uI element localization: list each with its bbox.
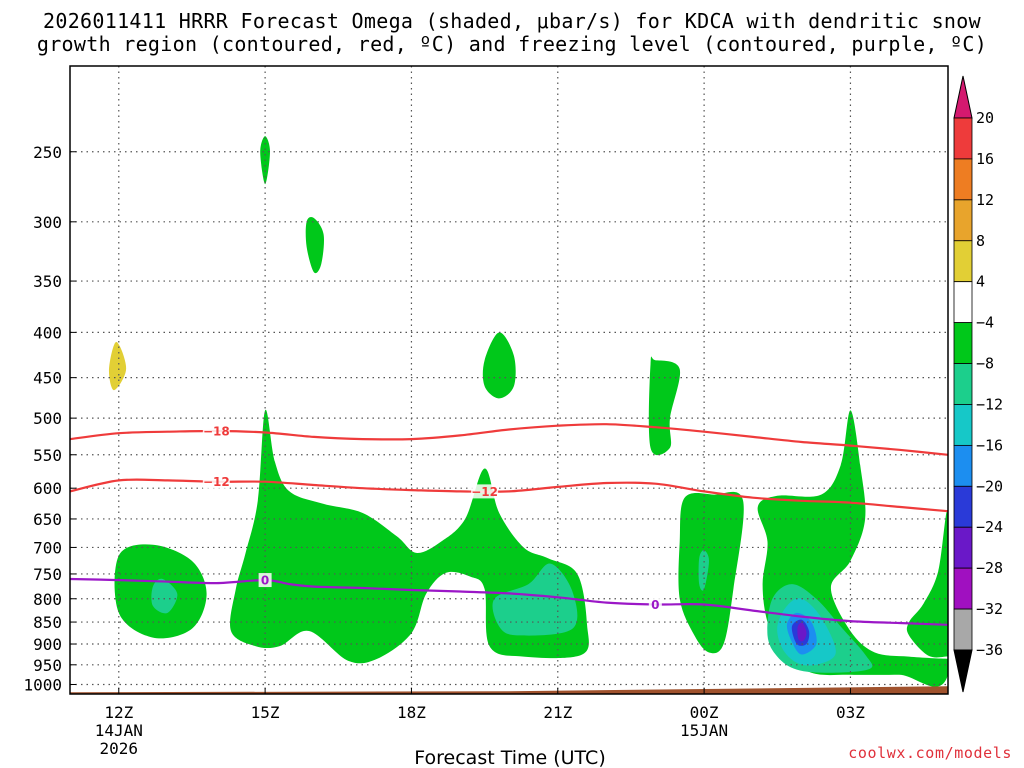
x-tick-label-15Z: 15Z bbox=[251, 703, 280, 722]
x-tick-label-21Z: 21Z bbox=[543, 703, 572, 722]
omega-region-6 bbox=[151, 578, 178, 614]
terrain-ground bbox=[70, 686, 948, 694]
chart-title-line-1: 2026011411 HRRR Forecast Omega (shaded, … bbox=[43, 9, 981, 33]
contour-label-bg bbox=[202, 474, 230, 489]
colorbar-label: −8 bbox=[976, 355, 994, 373]
y-tick-label-900: 900 bbox=[33, 635, 62, 654]
colorbar-band-4 bbox=[953, 240, 973, 283]
contour-label-bg bbox=[202, 423, 230, 438]
y-tick-label-850: 850 bbox=[33, 613, 62, 632]
contour-label: −12 bbox=[471, 485, 498, 499]
contour-lines-layer: −18 −12 −12 0 0 bbox=[70, 423, 948, 626]
x-tick-label-00Z: 00Z bbox=[690, 703, 719, 722]
x-tick-label-03Z: 03Z bbox=[836, 703, 865, 722]
contour-label: −18 bbox=[203, 424, 230, 438]
colorbar-band-8 bbox=[953, 404, 973, 446]
contour-label: 0 bbox=[261, 574, 269, 588]
colorbar-band-13 bbox=[953, 608, 973, 651]
colorbar-label: −36 bbox=[976, 641, 1003, 659]
contour-label-bg bbox=[471, 484, 499, 499]
omega-region-3 bbox=[482, 332, 516, 399]
plot-frame bbox=[69, 65, 949, 695]
y-tick-label-750: 750 bbox=[33, 565, 62, 584]
y-tick-label-450: 450 bbox=[33, 369, 62, 388]
colorbar-label: −16 bbox=[976, 436, 1003, 454]
colorbar-label: 4 bbox=[976, 273, 985, 291]
x-tick-sublabel-date: 14JAN bbox=[95, 721, 143, 740]
x-tick-sublabel-year: 2026 bbox=[100, 739, 139, 758]
colorbar-band-1 bbox=[953, 117, 973, 160]
grid-layer bbox=[70, 66, 948, 694]
x-tick-label-12Z: 12Z bbox=[104, 703, 133, 722]
y-tick-label-400: 400 bbox=[33, 323, 62, 342]
omega-region-8 bbox=[492, 563, 578, 636]
x-tick-label-18Z: 18Z bbox=[397, 703, 426, 722]
y-tick-label-700: 700 bbox=[33, 538, 62, 557]
colorbar-label: 12 bbox=[976, 191, 994, 209]
colorbar-label: −4 bbox=[976, 314, 994, 332]
credit-link[interactable]: coolwx.com/models bbox=[848, 744, 1012, 762]
colorbar-band-5 bbox=[953, 281, 973, 324]
colorbar-label: −32 bbox=[976, 600, 1003, 618]
contour-label-bg bbox=[258, 573, 272, 588]
colorbar-band-11 bbox=[953, 526, 973, 569]
x-axis-label: Forecast Time (UTC) bbox=[414, 747, 605, 768]
colorbar-band-9 bbox=[953, 444, 973, 487]
omega-region-16 bbox=[797, 622, 807, 642]
y-tick-label-500: 500 bbox=[33, 409, 62, 428]
colorbar-label: −12 bbox=[976, 395, 1003, 413]
y-tick-label-550: 550 bbox=[33, 446, 62, 465]
x-tick-sublabel-date: 15JAN bbox=[680, 721, 728, 740]
y-axis-ticks: 250 300 350 400 450 500 550 600 650 700 750 800 850 9… bbox=[23, 143, 76, 695]
contour-label: −12 bbox=[203, 475, 230, 489]
colorbar-label: −28 bbox=[976, 559, 1003, 577]
colorbar-band-3 bbox=[953, 199, 973, 242]
omega-region-4 bbox=[648, 356, 681, 456]
contour-line-freezing-level-0 bbox=[70, 577, 948, 626]
omega-region-10 bbox=[698, 550, 709, 591]
y-tick-label-250: 250 bbox=[33, 143, 62, 162]
colorbar-label: 8 bbox=[976, 232, 985, 250]
colorbar-label: −20 bbox=[976, 477, 1003, 495]
colorbar-top-arrow bbox=[953, 75, 973, 119]
y-tick-label-350: 350 bbox=[33, 272, 62, 291]
colorbar-label: 16 bbox=[976, 150, 994, 168]
y-tick-label-600: 600 bbox=[33, 479, 62, 498]
colorbar-label: 20 bbox=[976, 109, 994, 127]
colorbar-label: −24 bbox=[976, 518, 1003, 536]
terrain-layer bbox=[70, 686, 948, 694]
y-tick-label-300: 300 bbox=[33, 213, 62, 232]
colorbar-band-6 bbox=[953, 322, 973, 364]
y-tick-label-950: 950 bbox=[33, 656, 62, 675]
y-tick-label-1000: 1000 bbox=[23, 676, 62, 695]
colorbar-band-12 bbox=[953, 567, 973, 610]
omega-region-2 bbox=[108, 341, 127, 391]
y-tick-label-650: 650 bbox=[33, 510, 62, 529]
colorbar-band-7 bbox=[953, 363, 973, 405]
colorbar-band-2 bbox=[953, 158, 973, 201]
contour-label-bg bbox=[648, 597, 662, 612]
omega-region-9 bbox=[678, 491, 744, 654]
omega-region-1 bbox=[305, 216, 325, 274]
colorbar-bottom-arrow bbox=[953, 649, 973, 693]
colorbar-band-10 bbox=[953, 485, 973, 528]
colorbar: 20 16 12 8 4 −4 −8 −12 −16 −20 −24 −28 −32 −36 bbox=[953, 75, 1003, 693]
y-tick-label-800: 800 bbox=[33, 590, 62, 609]
chart-title-line-2: growth region (contoured, red, ºC) and f… bbox=[36, 32, 988, 56]
contour-label: 0 bbox=[651, 598, 659, 612]
